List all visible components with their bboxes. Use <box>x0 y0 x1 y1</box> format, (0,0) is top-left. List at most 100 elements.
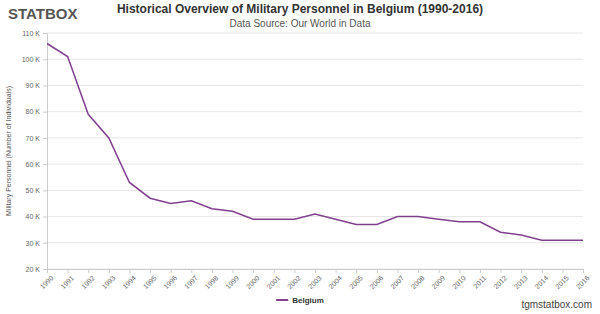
x-tick: 1997 <box>183 269 199 290</box>
brand-logo: STATBOX <box>8 5 77 22</box>
y-axis: 20 K 30 K 40 K 50 K 60 K 70 K 80 K 90 K 100 K 110… <box>22 30 48 273</box>
y-tick-label: 60 K <box>26 161 41 168</box>
x-tick: 2006 <box>369 269 385 290</box>
x-tick-mark <box>191 269 192 273</box>
x-tick-mark <box>521 269 522 273</box>
y-tick-mark <box>43 138 47 139</box>
x-tick-label: 2013 <box>513 274 529 290</box>
x-tick-label: 2000 <box>245 274 261 290</box>
y-tick-mark <box>43 217 47 218</box>
y-tick-label: 90 K <box>26 82 41 89</box>
x-tick-mark <box>356 269 357 273</box>
x-tick-label: 2015 <box>554 274 570 290</box>
x-tick: 1990 <box>39 269 55 290</box>
x-tick-label: 1996 <box>162 274 178 290</box>
grid-line <box>47 242 583 243</box>
grid-line <box>47 190 583 191</box>
y-axis-line <box>43 34 48 270</box>
y-tick: 50 K <box>26 187 47 194</box>
x-tick-label: 1994 <box>121 274 137 290</box>
legend-item[interactable]: Belgium <box>276 296 324 305</box>
x-tick-mark <box>459 269 460 273</box>
x-tick: 2016 <box>575 269 591 290</box>
y-tick-label: 70 K <box>26 135 41 142</box>
y-tick-label: 100 K <box>22 56 41 63</box>
x-axis-line <box>48 270 584 274</box>
x-tick-label: 1999 <box>224 274 240 290</box>
x-tick-mark <box>212 269 213 273</box>
x-tick: 2015 <box>554 269 570 290</box>
x-tick-label: 2001 <box>265 274 281 290</box>
y-tick: 40 K <box>26 213 47 220</box>
grid-line <box>47 33 583 34</box>
x-tick: 2014 <box>533 269 549 290</box>
y-tick: 60 K <box>26 161 47 168</box>
y-tick-mark <box>43 190 47 191</box>
y-tick-mark <box>43 85 47 86</box>
x-tick-label: 2010 <box>451 274 467 290</box>
x-tick-label: 2014 <box>533 274 549 290</box>
x-tick-label: 2007 <box>389 274 405 290</box>
x-tick: 2008 <box>410 269 426 290</box>
y-tick: 80 K <box>26 108 47 115</box>
x-tick-label: 2002 <box>286 274 302 290</box>
x-tick-mark <box>253 269 254 273</box>
x-tick-mark <box>47 269 48 273</box>
y-tick-label: 110 K <box>22 30 40 37</box>
y-tick-mark <box>43 243 47 244</box>
x-tick-label: 1990 <box>39 274 55 290</box>
x-tick-label: 2011 <box>472 274 488 290</box>
x-tick-mark <box>501 269 502 273</box>
x-tick-label: 2008 <box>410 274 426 290</box>
y-tick-label: 20 K <box>26 266 41 273</box>
y-tick-mark <box>43 269 47 270</box>
y-tick: 30 K <box>26 240 47 247</box>
title: Historical Overview of Military Personne… <box>117 2 483 16</box>
x-tick: 2005 <box>348 269 364 290</box>
x-tick: 2004 <box>327 269 343 290</box>
grid-line <box>47 85 583 86</box>
x-tick-mark <box>439 269 440 273</box>
x-tick: 2003 <box>307 269 323 290</box>
x-tick-label: 1997 <box>183 274 199 290</box>
y-tick-label: 30 K <box>26 240 41 247</box>
grid <box>47 33 583 269</box>
x-tick-mark <box>583 269 584 273</box>
x-tick: 1999 <box>224 269 240 290</box>
x-tick-label: 1992 <box>80 274 96 290</box>
legend: Belgium <box>276 296 324 305</box>
x-tick: 1998 <box>204 269 220 290</box>
x-tick-mark <box>129 269 130 273</box>
y-tick-label: 40 K <box>26 213 41 220</box>
x-tick: 1992 <box>80 269 96 290</box>
x-tick-mark <box>150 269 151 273</box>
y-tick: 20 K <box>26 266 47 273</box>
x-tick-label: 2004 <box>327 274 343 290</box>
x-tick: 2007 <box>389 269 405 290</box>
x-tick-label: 1995 <box>142 274 158 290</box>
x-tick: 2013 <box>513 269 529 290</box>
x-tick: 2012 <box>492 269 508 290</box>
plot-area: 20 K 30 K 40 K 50 K 60 K 70 K 80 K 90 K 100 K 110… <box>22 30 591 290</box>
y-tick-mark <box>43 112 47 113</box>
x-tick-label: 2003 <box>307 274 323 290</box>
grid-line <box>47 111 583 112</box>
x-axis: 1990199119921993199419951996199719981999… <box>39 269 591 290</box>
x-tick-mark <box>171 269 172 273</box>
y-tick: 100 K <box>22 56 47 63</box>
x-tick-mark <box>68 269 69 273</box>
x-tick: 2002 <box>286 269 302 290</box>
y-tick: 70 K <box>26 135 47 142</box>
x-tick-mark <box>274 269 275 273</box>
x-tick: 2010 <box>451 269 467 290</box>
x-tick-label: 2006 <box>369 274 385 290</box>
grid-line <box>47 137 583 138</box>
x-tick-mark <box>336 269 337 273</box>
y-tick-mark <box>43 164 47 165</box>
x-tick-mark <box>397 269 398 273</box>
x-tick-mark <box>418 269 419 273</box>
watermark: tgmstatbox.com <box>521 299 592 310</box>
series-line <box>47 43 583 240</box>
y-tick: 110 K <box>22 30 47 37</box>
x-tick-label: 2016 <box>575 274 591 290</box>
